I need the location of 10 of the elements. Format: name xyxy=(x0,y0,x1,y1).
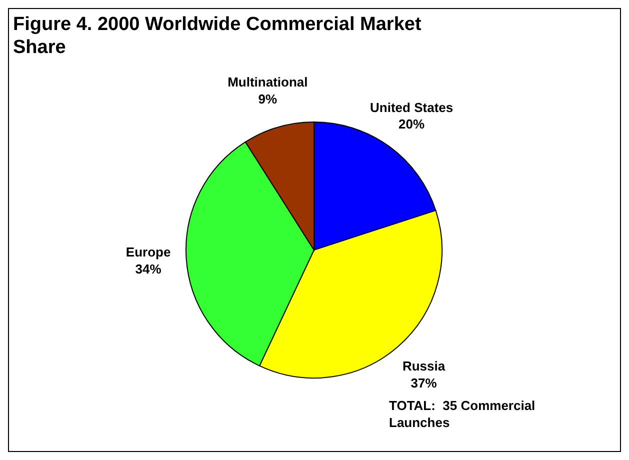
slice-label: Multinational xyxy=(228,74,308,90)
text: TOTAL: 35 Commercial Launches xyxy=(389,397,536,431)
data-label: 34% xyxy=(135,261,162,276)
data-label: 9% xyxy=(258,92,278,107)
slice-label: Russia xyxy=(402,358,446,374)
slice-label: United States xyxy=(370,100,454,115)
data-label: 37% xyxy=(410,376,438,391)
data-label: 20% xyxy=(398,116,426,132)
chart-title: Figure 4. 2000 Worldwide Commercial Market Share xyxy=(13,13,422,59)
slice-label: Europe xyxy=(126,244,171,260)
